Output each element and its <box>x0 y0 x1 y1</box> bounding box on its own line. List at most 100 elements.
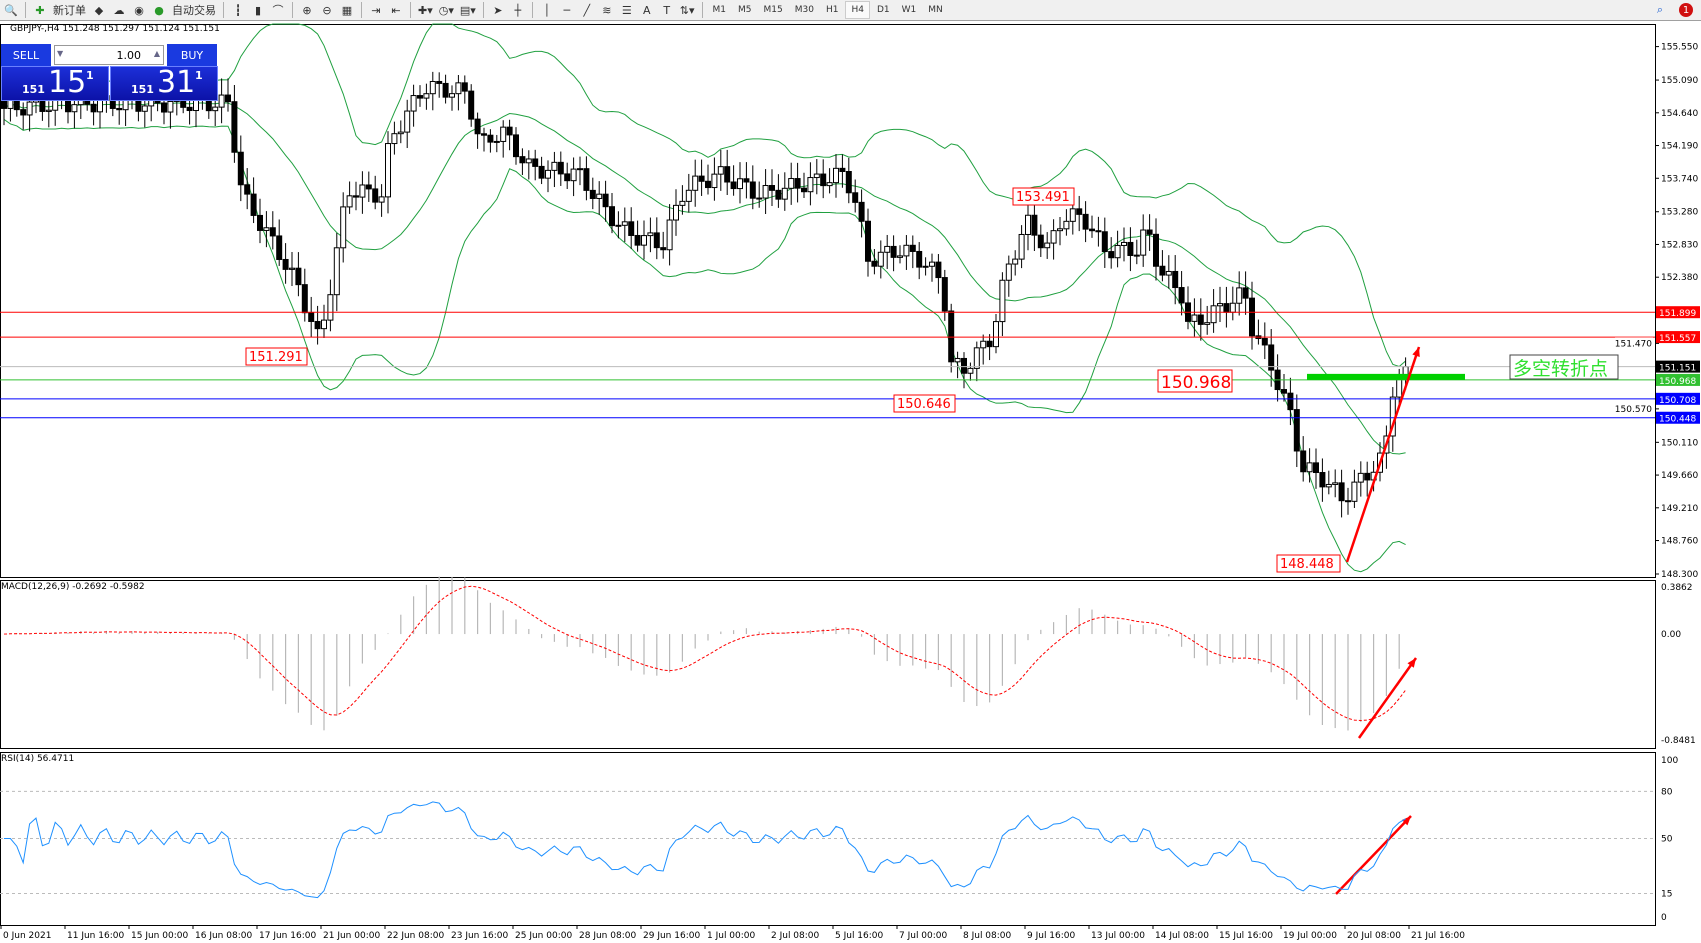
text-icon[interactable]: A <box>643 3 651 17</box>
rsi-tick-label: 15 <box>1661 889 1672 899</box>
x-tick-label: 25 Jun 00:00 <box>515 931 572 941</box>
bear-candle <box>775 189 782 200</box>
new-order-button[interactable]: 新订单 <box>53 4 86 17</box>
bull-candle <box>263 227 270 231</box>
zoom-icon[interactable]: 🔍 <box>4 3 18 17</box>
bull-candle <box>551 161 558 171</box>
timeframe-mn[interactable]: MN <box>928 5 943 15</box>
bear-candle <box>660 247 667 251</box>
arrows-icon[interactable]: ⇅▾ <box>679 3 695 17</box>
bull-candle <box>762 185 769 199</box>
line-chart-icon[interactable]: ⌒ <box>272 4 284 17</box>
bear-candle <box>628 221 635 236</box>
trendline-icon[interactable]: ╱ <box>583 3 591 17</box>
timeframe-m5[interactable]: M5 <box>738 5 752 15</box>
bull-candle <box>1063 220 1070 230</box>
bull-candle <box>641 235 647 246</box>
bear-candle <box>1031 214 1038 236</box>
bear-candle <box>1338 482 1345 502</box>
bull-candle <box>449 93 455 98</box>
periods-icon[interactable]: ◷▾ <box>438 3 454 17</box>
lot-increase-button[interactable]: ▲ <box>153 49 160 58</box>
bull-candle <box>577 168 583 171</box>
bear-candle <box>1300 450 1307 473</box>
templates-icon[interactable]: ▤▾ <box>459 3 476 17</box>
bear-candle <box>237 151 244 186</box>
sell-button[interactable]: SELL <box>1 44 51 66</box>
new-order-icon[interactable]: ✚ <box>35 3 45 17</box>
timeframe-m15[interactable]: M15 <box>763 5 783 15</box>
toolbar: 🔍 ✚ 新订单 ◆ ☁ ◉ ● 自动交易 ┇ ▮ ⌒ ⊕ ⊖ ▦ ⇥ ⇤ ✚▾ ◷▾ ▤▾ ➤ ┼ │ ─ ╱ ≋ ☰ A T ⇅▾ M1… <box>0 0 1701 21</box>
chart-shift-icon[interactable]: ⇥ <box>371 3 381 17</box>
timeframe-m30[interactable]: M30 <box>794 5 814 15</box>
bull-candle <box>1133 254 1140 257</box>
y-tick-label: 148.300 <box>1661 570 1698 580</box>
buy-price[interactable]: 151 31 1 <box>110 65 218 101</box>
horizontal-line-icon[interactable]: ─ <box>563 3 571 17</box>
bear-candle <box>986 340 993 348</box>
bear-candle <box>257 214 263 231</box>
bull-candle <box>685 189 692 202</box>
bear-candle <box>1108 251 1115 259</box>
bear-candle <box>314 320 321 330</box>
fibo-channel-icon[interactable]: ☰ <box>621 3 632 17</box>
cursor-icon[interactable]: ➤ <box>493 3 503 17</box>
x-tick-label: 16 Jun 08:00 <box>195 931 252 941</box>
bear-candle <box>225 94 231 103</box>
bear-candle <box>282 258 289 270</box>
buy-button[interactable]: BUY <box>167 44 217 66</box>
timeframe-m1[interactable]: M1 <box>712 5 727 15</box>
sell-price[interactable]: 151 15 1 <box>1 65 109 101</box>
bear-candle <box>519 156 526 164</box>
trend-arrow <box>1345 346 1421 563</box>
bull-candle <box>321 319 327 330</box>
y-tick-label: 149.210 <box>1661 504 1698 514</box>
notification-badge[interactable]: 1 <box>1679 3 1693 17</box>
bear-candle <box>1089 228 1095 232</box>
book-icon[interactable]: ◆ <box>94 3 104 17</box>
bear-candle <box>353 195 359 198</box>
candlestick-icon[interactable]: ▮ <box>254 3 262 17</box>
bull-candle <box>1357 472 1364 483</box>
search-icon[interactable]: ⌕ <box>1656 3 1664 16</box>
text-label-icon[interactable]: T <box>663 3 671 17</box>
bear-candle <box>634 234 641 246</box>
lot-decrease-button[interactable]: ▼ <box>57 49 64 58</box>
timeframe-w1[interactable]: W1 <box>901 5 917 15</box>
bear-candle <box>1082 213 1089 230</box>
bear-candle <box>801 187 807 193</box>
bear-candle <box>1159 265 1166 276</box>
bull-candle <box>1018 233 1025 260</box>
indicators-icon[interactable]: ✚▾ <box>418 3 433 17</box>
bar-chart-icon[interactable]: ┇ <box>234 3 242 17</box>
navigator-icon[interactable]: ☁ <box>113 3 125 17</box>
x-tick-label: 19 Jul 00:00 <box>1283 931 1337 941</box>
buy-price-fraction: 1 <box>195 69 203 82</box>
timeframe-d1[interactable]: D1 <box>876 5 890 15</box>
fibo-icon[interactable]: ≋ <box>602 3 612 17</box>
vertical-line-icon[interactable]: │ <box>543 3 551 17</box>
timeframe-h1[interactable]: H1 <box>825 5 839 15</box>
x-tick-label: 7 Jul 00:00 <box>899 931 948 941</box>
bull-candle <box>903 244 910 257</box>
bull-candle <box>1025 214 1031 235</box>
trend-arrow <box>1357 657 1418 739</box>
auto-trading-button[interactable]: 自动交易 <box>172 4 216 17</box>
tile-windows-icon[interactable]: ▦ <box>341 3 353 17</box>
bear-candle <box>513 134 519 158</box>
auto-trading-icon[interactable]: ● <box>154 3 164 17</box>
signal-icon[interactable]: ◉ <box>134 3 144 17</box>
zoom-out-icon[interactable]: ⊖ <box>322 3 332 17</box>
timeframe-h4[interactable]: H4 <box>845 1 870 19</box>
y-tick-label: 150.110 <box>1661 438 1698 448</box>
zoom-in-icon[interactable]: ⊕ <box>302 3 312 17</box>
lot-value: 1.00 <box>116 49 142 62</box>
toolbar-divider <box>223 2 224 18</box>
crosshair-icon[interactable]: ┼ <box>514 3 522 17</box>
autoscroll-icon[interactable]: ⇤ <box>391 3 401 17</box>
chart-canvas[interactable]: 151.899 151.557 151.151 150.968 150.708 150.4… <box>0 22 1701 943</box>
bear-candle <box>890 245 897 258</box>
bear-candle <box>90 103 97 113</box>
lot-size-input[interactable]: ▼ 1.00 ▲ <box>54 45 164 65</box>
price-label-low-box <box>893 394 956 413</box>
